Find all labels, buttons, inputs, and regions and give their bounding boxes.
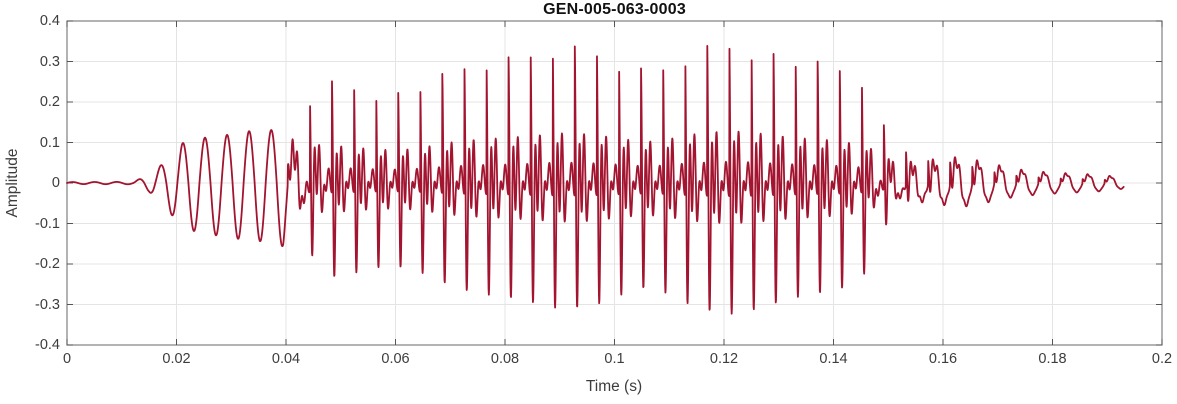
y-tick-label: 0.2 — [39, 94, 60, 110]
x-tick-label: 0.12 — [709, 351, 739, 367]
waveform-line — [66, 44, 1125, 315]
y-tick-label: -0.1 — [35, 215, 60, 232]
x-tick-label: 0.08 — [490, 351, 520, 367]
y-tick-label: 0 — [51, 175, 60, 191]
x-tick-label: 0.16 — [928, 351, 958, 367]
y-tick-label: 0.1 — [39, 134, 60, 151]
x-tick-label: 0.1 — [604, 351, 625, 367]
x-tick-label: 0 — [62, 351, 72, 367]
x-tick-label: 0.2 — [1151, 351, 1173, 367]
x-tick-label: 0.02 — [162, 351, 191, 367]
x-tick-label: 0.06 — [381, 351, 410, 367]
y-tick-label: 0.3 — [39, 53, 60, 70]
chart-title: GEN-005-063-0003 — [543, 1, 686, 18]
x-axis-label: Time (s) — [585, 378, 643, 395]
y-tick-label: -0.3 — [35, 296, 60, 313]
x-tick-label: 0.04 — [271, 351, 301, 367]
x-tick-label: 0.18 — [1038, 351, 1067, 367]
y-tick-label: -0.4 — [35, 337, 60, 353]
y-tick-label: 0.4 — [39, 13, 60, 29]
x-tick-label: 0.14 — [819, 351, 848, 367]
y-tick-label: -0.2 — [35, 256, 60, 272]
